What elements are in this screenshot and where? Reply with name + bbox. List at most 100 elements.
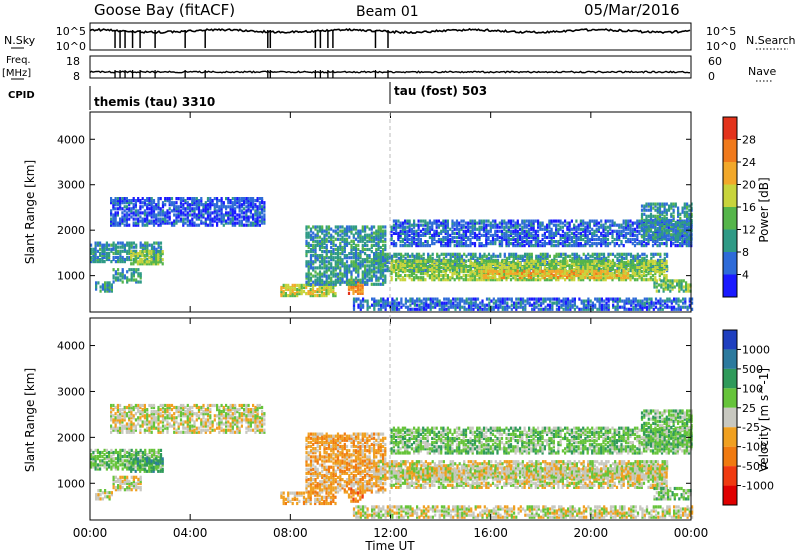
heatmap-cell: [449, 244, 452, 248]
heatmap-cell: [152, 260, 155, 264]
heatmap-cell: [395, 221, 398, 225]
heatmap-cell: [345, 282, 349, 286]
heatmap-cell: [545, 273, 548, 277]
heatmap-cell: [654, 240, 657, 244]
heatmap-cell: [579, 235, 582, 240]
heatmap-cell: [307, 262, 310, 266]
heatmap-cell: [606, 231, 610, 235]
heatmap-cell: [530, 231, 533, 235]
heatmap-cell: [564, 237, 567, 242]
heatmap-cell: [505, 267, 508, 272]
heatmap-cell: [484, 269, 488, 273]
heatmap-cell: [392, 225, 395, 229]
heatmap-cell: [561, 233, 564, 237]
heatmap-cell: [609, 231, 612, 235]
heatmap-cell: [345, 280, 349, 284]
heatmap-cell: [348, 278, 351, 282]
heatmap-cell: [159, 250, 162, 254]
heatmap-cell: [478, 221, 481, 225]
heatmap-cell: [611, 275, 614, 280]
heatmap-cell: [451, 252, 455, 256]
heatmap-cell: [175, 221, 178, 225]
heatmap-cell: [568, 244, 571, 248]
heatmap-cell: [496, 237, 499, 242]
heatmap-cell: [234, 209, 237, 213]
heatmap-cell: [532, 219, 535, 223]
heatmap-cell: [528, 229, 531, 233]
heatmap-cell: [413, 242, 416, 246]
heatmap-cell: [252, 197, 255, 201]
heatmap-cell: [489, 267, 492, 272]
heatmap-cell: [336, 260, 340, 264]
heatmap-cell: [600, 240, 603, 244]
heatmap-cell: [516, 233, 519, 237]
heatmap-cell: [395, 219, 398, 223]
heatmap-cell: [410, 227, 413, 231]
heatmap-cell: [309, 254, 313, 258]
heatmap-cell: [523, 240, 526, 244]
heatmap-cell: [536, 269, 539, 273]
heatmap-cell: [166, 213, 169, 217]
heatmap-cell: [125, 201, 128, 205]
heatmap-cell: [599, 275, 602, 280]
heatmap-cell: [534, 278, 537, 282]
heatmap-cell: [256, 199, 259, 203]
heatmap-cell: [521, 273, 524, 277]
heatmap-cell: [121, 217, 124, 221]
heatmap-cell: [530, 278, 533, 282]
heatmap-cell: [401, 259, 404, 263]
heatmap-cell: [153, 241, 156, 245]
heatmap-cell: [453, 235, 456, 240]
heatmap-cell: [498, 278, 501, 282]
heatmap-cell: [629, 223, 632, 227]
heatmap-cell: [523, 221, 526, 225]
heatmap-cell: [341, 252, 344, 256]
heatmap-cell: [624, 223, 628, 227]
heatmap-cell: [498, 225, 501, 229]
heatmap-cell: [444, 235, 447, 240]
heatmap-cell: [498, 265, 501, 270]
heatmap-cell: [330, 266, 333, 270]
heatmap-cell: [132, 278, 135, 282]
heatmap-cell: [186, 217, 189, 221]
heatmap-cell: [521, 278, 524, 282]
heatmap-cell: [220, 207, 223, 211]
heatmap-cell: [548, 240, 551, 244]
heatmap-cell: [206, 215, 210, 219]
heatmap-cell: [568, 227, 571, 231]
heatmap-cell: [325, 268, 328, 272]
heatmap-cell: [602, 229, 605, 233]
heatmap-cell: [150, 247, 154, 251]
heatmap-cell: [309, 243, 313, 247]
heatmap-cell: [442, 278, 445, 282]
heatmap-cell: [134, 250, 137, 254]
heatmap-cell: [489, 229, 492, 233]
heatmap-cell: [95, 285, 98, 289]
heatmap-cell: [462, 270, 465, 274]
heatmap-cell: [119, 278, 122, 282]
heatmap-cell: [476, 269, 479, 273]
heatmap-cell: [123, 219, 126, 223]
heatmap-cell: [426, 229, 429, 233]
heatmap-cell: [213, 197, 216, 201]
heatmap-cell: [597, 227, 600, 231]
heatmap-cell: [537, 244, 540, 248]
heatmap-cell: [620, 256, 624, 260]
heatmap-cell: [110, 211, 113, 215]
heatmap-cell: [609, 227, 612, 231]
heatmap-cell: [467, 270, 470, 274]
heatmap-cell: [325, 274, 328, 278]
heatmap-cell: [316, 258, 319, 262]
heatmap-cell: [141, 223, 144, 227]
heatmap-cell: [523, 261, 526, 265]
heatmap-cell: [184, 201, 187, 205]
heatmap-cell: [410, 240, 413, 244]
heatmap-cell: [579, 261, 582, 265]
heatmap-cell: [548, 235, 551, 240]
heatmap-cell: [406, 252, 409, 256]
heatmap-cell: [231, 201, 234, 205]
heatmap-cell: [388, 269, 391, 273]
heatmap-cell: [489, 227, 492, 231]
heatmap-cell: [321, 237, 324, 241]
heatmap-cell: [117, 276, 120, 280]
